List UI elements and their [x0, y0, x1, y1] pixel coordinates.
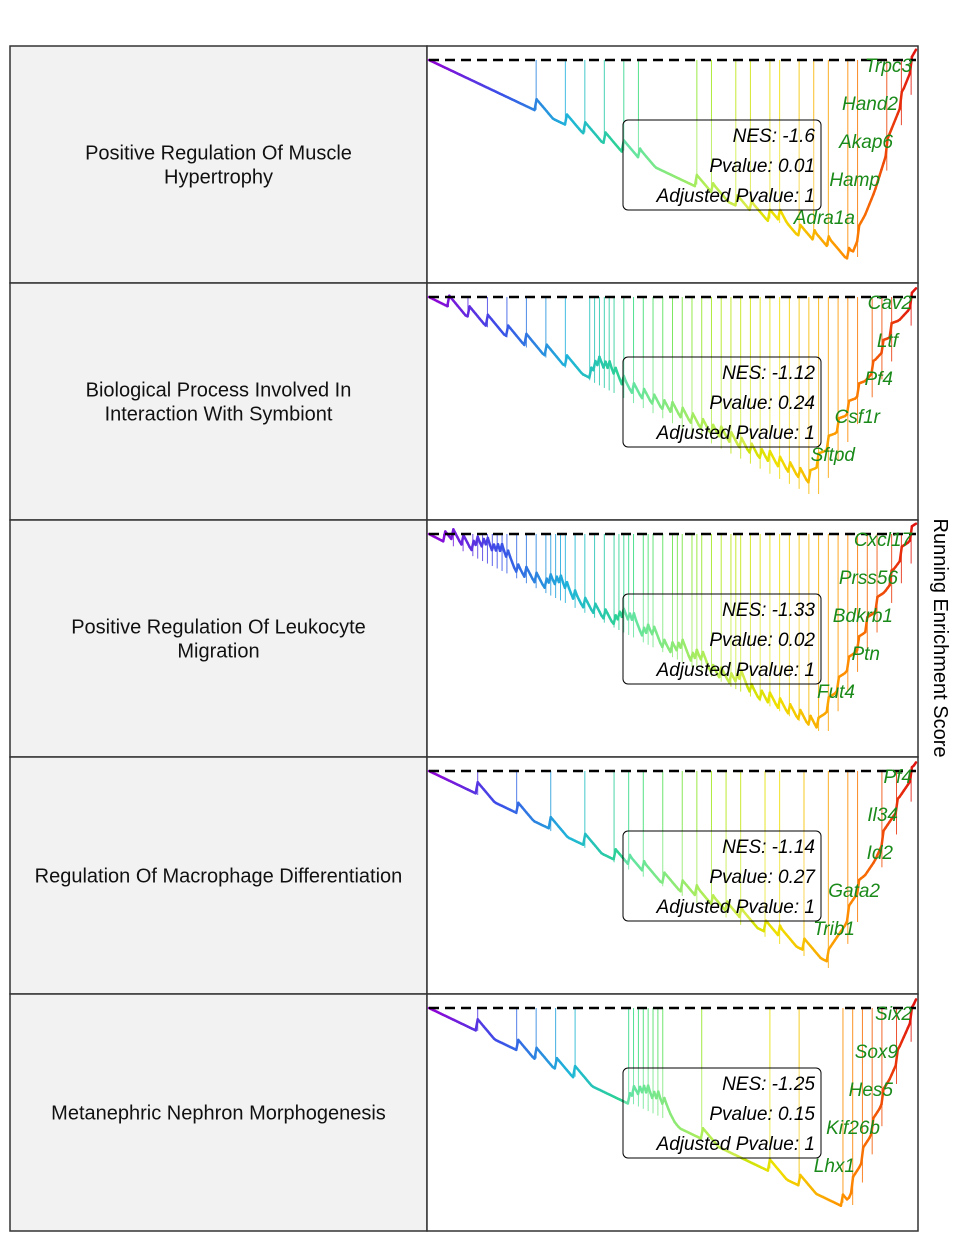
adjusted-pvalue-label: Adjusted Pvalue: 1: [656, 660, 815, 681]
plot-frame: [426, 45, 919, 284]
gene-label: Fut4: [817, 682, 855, 703]
pvalue-label: Pvalue: 0.24: [709, 393, 815, 414]
gene-label: Hamp: [829, 170, 880, 191]
gene-label: Prss56: [839, 568, 899, 589]
row-label-text: Positive Regulation Of Leukocyte: [71, 617, 366, 639]
gsea-panel: Positive Regulation Of MuscleHypertrophy…: [9, 45, 919, 284]
row-label-background: [9, 993, 428, 1232]
gene-label: Adra1a: [793, 208, 855, 229]
row-label-text: Metanephric Nephron Morphogenesis: [51, 1103, 386, 1125]
gene-label: Trpc3: [865, 56, 913, 77]
gene-label: Akap6: [838, 132, 893, 153]
stats-box: [622, 356, 822, 448]
pvalue-label: Pvalue: 0.02: [709, 630, 815, 651]
row-label-background: [9, 282, 428, 521]
adjusted-pvalue-label: Adjusted Pvalue: 1: [656, 186, 815, 207]
gene-label: Trib1: [813, 919, 855, 940]
running-score-line: [427, 48, 918, 260]
hit-lines: [477, 1008, 912, 1205]
plot-frame: [426, 756, 919, 995]
nes-label: NES: -1.25: [722, 1074, 815, 1095]
gene-label: Sftpd: [811, 445, 857, 466]
stats-box: [622, 119, 822, 211]
row-label-background: [9, 756, 428, 995]
running-score-line: [427, 287, 918, 484]
gsea-panel: Biological Process Involved InInteractio…: [9, 282, 919, 521]
nes-label: NES: -1.14: [722, 837, 815, 858]
gsea-panel: Regulation Of Macrophage Differentiation…: [9, 756, 919, 995]
y-axis-label: Running Enrichment Score: [929, 518, 951, 757]
gene-label: Kif26b: [826, 1118, 880, 1139]
running-score-line: [427, 761, 918, 963]
row-label-text: Hypertrophy: [164, 167, 273, 189]
row-label-text: Biological Process Involved In: [86, 380, 352, 402]
gene-label: Id2: [867, 843, 894, 864]
plot-frame: [426, 993, 919, 1232]
row-label-background: [9, 45, 428, 284]
gene-label: Lhx1: [814, 1156, 855, 1177]
hit-lines: [443, 534, 912, 731]
adjusted-pvalue-label: Adjusted Pvalue: 1: [656, 1134, 815, 1155]
gsea-panel: Positive Regulation Of LeukocyteMigratio…: [9, 519, 919, 758]
pvalue-label: Pvalue: 0.15: [709, 1104, 815, 1125]
row-label-background: [9, 519, 428, 758]
pvalue-label: Pvalue: 0.01: [709, 156, 815, 177]
gene-label: Pf4: [864, 369, 893, 390]
running-score-line: [427, 522, 918, 729]
adjusted-pvalue-label: Adjusted Pvalue: 1: [656, 423, 815, 444]
gsea-panel: Metanephric Nephron Morphogenesis NES: -1…: [9, 993, 919, 1232]
stats-box: [622, 593, 822, 685]
stats-box: [622, 830, 822, 922]
gene-label: Cav2: [868, 293, 913, 314]
gene-label: Hand2: [842, 94, 898, 115]
gene-label: Ltf: [877, 331, 900, 352]
nes-label: NES: -1.6: [733, 126, 816, 147]
row-label-text: Interaction With Symbiont: [105, 404, 333, 426]
row-label-text: Regulation Of Macrophage Differentiation: [35, 866, 403, 888]
hit-lines: [477, 771, 912, 968]
adjusted-pvalue-label: Adjusted Pvalue: 1: [656, 897, 815, 918]
gene-label: Six2: [875, 1004, 912, 1025]
nes-label: NES: -1.33: [722, 600, 815, 621]
gene-label: Ptn: [851, 644, 880, 665]
gene-label: Gata2: [828, 881, 880, 902]
gene-label: Il34: [867, 805, 898, 826]
gene-label: Pf4: [883, 767, 912, 788]
stats-box: [622, 1067, 822, 1159]
nes-label: NES: -1.12: [722, 363, 815, 384]
gene-label: Bdkrb1: [833, 606, 893, 627]
gene-label: Csf1r: [835, 407, 881, 428]
gene-label: Cxcl17: [854, 530, 914, 551]
row-label-text: Positive Regulation Of Muscle: [85, 143, 352, 165]
row-label-text: Migration: [177, 641, 259, 663]
pvalue-label: Pvalue: 0.27: [709, 867, 816, 888]
gene-label: Hes5: [849, 1080, 894, 1101]
gene-label: Sox9: [855, 1042, 899, 1063]
